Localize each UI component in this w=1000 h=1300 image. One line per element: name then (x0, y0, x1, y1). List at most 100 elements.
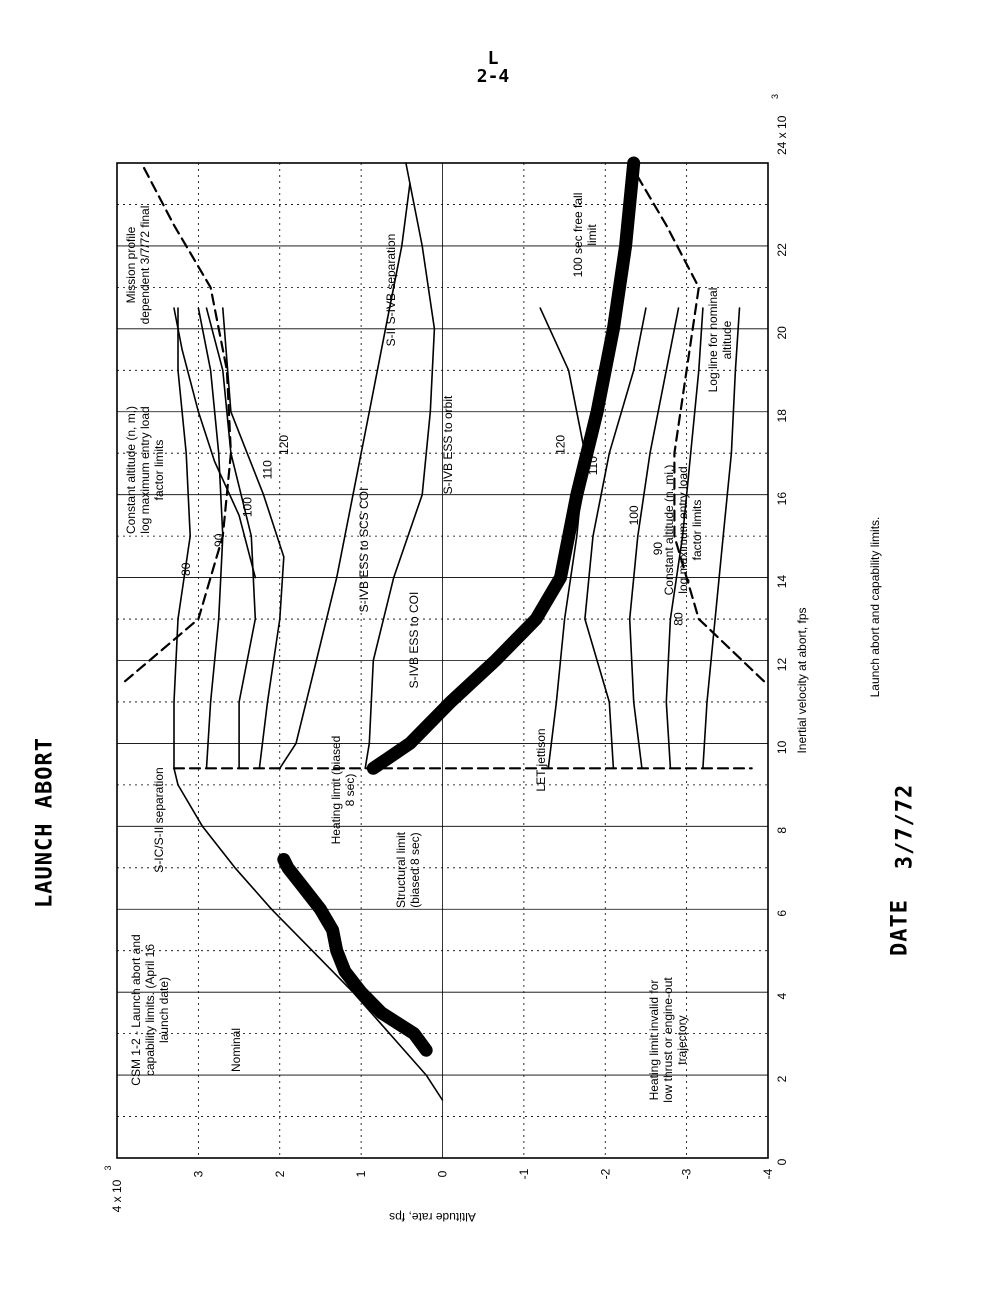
altitude-rate-tick-label: 3 (191, 1170, 205, 1177)
annotation-line: CSM 1-2 - Launch abort and (129, 934, 143, 1085)
series-line (277, 853, 433, 1057)
annotation: 100 sec free fall limit (571, 193, 599, 278)
altitude-rate-multiplier-label: 4 x 10 (110, 1179, 124, 1212)
annotation-line: S-II S-IVB separation (384, 234, 398, 347)
annotation-line: S-IVB ESS to orbit (441, 395, 455, 494)
altitude-rate-tick-label: 1 (354, 1170, 368, 1177)
level-label: 90 (651, 542, 665, 556)
velocity-tick-label: 12 (775, 658, 789, 672)
series-line (366, 156, 641, 775)
annotation: Mission profile dependent 3/7/72 final (124, 206, 152, 325)
series-line (584, 307, 647, 770)
level-label: 90 (212, 533, 226, 547)
altitude-rate-tick-label: -2 (598, 1168, 612, 1179)
level-label: 80 (179, 562, 193, 576)
level-label: 80 (672, 612, 686, 626)
annotation-line: Heating limit invalid for (647, 980, 661, 1101)
velocity-tick-label: 22 (775, 243, 789, 257)
velocity-tick-label: 0 (775, 1158, 789, 1165)
series-line (278, 182, 411, 770)
annotation: S-II S-IVB separation (384, 234, 398, 347)
annotation-line: Structural limit (394, 831, 408, 908)
annotation-line: dependent 3/7/72 final (138, 206, 152, 325)
annotation: S-IVB ESS to COI (407, 592, 421, 689)
annotation-line: Log line for nominal (706, 288, 720, 393)
section-letter: L (487, 48, 499, 69)
annotation: S-IVB ESS to SCS COI (357, 488, 371, 613)
velocity-multiplier-exponent: 3 (770, 94, 780, 99)
annotation-line: LET jettison (534, 728, 548, 791)
velocity-tick-label: 14 (775, 575, 789, 589)
annotation-line: Constant altitude (n, mi,) (662, 465, 676, 596)
series-line (205, 307, 257, 770)
velocity-tick-label: 6 (775, 910, 789, 917)
annotation: Structural limit (biased 8 sec) (394, 831, 422, 908)
annotation-line: 100 sec free fall (571, 193, 585, 278)
series-line (702, 307, 741, 770)
annotation-line: log maximum entry load (138, 406, 152, 533)
annotation-line: low thrust or engine-out (661, 977, 675, 1103)
annotation: Nominal (229, 1028, 243, 1072)
velocity-tick-label: 2 (775, 1075, 789, 1082)
annotation: LET jettison (534, 728, 548, 791)
velocity-tick-label: 4 (775, 993, 789, 1000)
level-label: 120 (554, 435, 568, 455)
annotation-line: factor limits (690, 500, 704, 561)
annotation-line: Mission profile (124, 226, 138, 303)
annotation-line: 8 sec) (343, 774, 357, 807)
level-label: 110 (586, 456, 600, 475)
velocity-axis-label: Inertial velocity at abort, fps (795, 607, 809, 753)
series-line (628, 307, 680, 770)
series-line (628, 161, 766, 683)
series-line (173, 307, 191, 770)
annotation-line: capability limits. (April 16 (143, 944, 157, 1076)
annotation: Log line for nominal altitude (706, 288, 734, 393)
series-line (222, 307, 285, 770)
velocity-tick-label: 16 (775, 492, 789, 506)
annotation-line: factor limits (152, 440, 166, 501)
annotation-line: altitude (720, 320, 734, 359)
page-number: 2-4 (476, 66, 510, 87)
annotation: S-IC/S-II separation (152, 767, 166, 872)
annotation-line: S-IVB ESS to COI (407, 592, 421, 689)
annotation-line: Constant altitude (n, m,) (124, 406, 138, 534)
velocity-tick-label: 20 (775, 326, 789, 340)
altitude-rate-axis-label: Altitude rate, fps (389, 1210, 476, 1224)
annotation-line: Heating limit (biased (329, 736, 343, 845)
altitude-rate-tick-label: -3 (680, 1168, 694, 1179)
annotation-line: log maximum entry load (676, 466, 690, 593)
series-line (173, 767, 444, 1101)
annotation-line: Nominal (229, 1028, 243, 1072)
altitude-rate-tick-label: -1 (517, 1168, 531, 1179)
altitude-rate-multiplier-exponent: 3 (103, 1165, 113, 1170)
level-label: 100 (627, 505, 641, 525)
velocity-tick-label: 18 (775, 409, 789, 423)
annotation-line: S-IC/S-II separation (152, 767, 166, 872)
series-line (665, 307, 704, 770)
annotation: Heating limit (biased 8 sec) (329, 736, 357, 845)
annotation: CSM 1-2 - Launch abort and capability lim… (129, 934, 171, 1085)
level-label: 120 (277, 435, 291, 455)
annotation-line: S-IVB ESS to SCS COI (357, 488, 371, 613)
annotation: S-IVB ESS to orbit (441, 395, 455, 494)
annotation-line: (biased 8 sec) (408, 832, 422, 907)
annotation: Heating limit invalid for low thrust or e… (647, 977, 689, 1103)
series-line (123, 161, 232, 683)
annotation: Constant altitude (n, m,) log maximum ent… (124, 406, 166, 534)
velocity-tick-label: 8 (775, 827, 789, 834)
altitude-rate-tick-label: -4 (761, 1168, 775, 1179)
velocity-multiplier-label: 24 x 10 (775, 115, 789, 155)
series-line (173, 307, 257, 579)
level-label: 100 (240, 497, 254, 517)
altitude-rate-tick-label: 0 (436, 1170, 450, 1177)
velocity-tick-label: 10 (775, 740, 789, 754)
altitude-rate-tick-label: 2 (273, 1170, 287, 1177)
annotation-line: trajectory (675, 1015, 689, 1064)
annotation-line: launch date) (157, 977, 171, 1043)
annotation: Constant altitude (n, mi,) log maximum en… (662, 465, 704, 596)
level-label: 110 (261, 460, 275, 479)
series-line (539, 307, 586, 770)
annotation-line: limit (585, 224, 599, 246)
series-line (364, 162, 436, 770)
